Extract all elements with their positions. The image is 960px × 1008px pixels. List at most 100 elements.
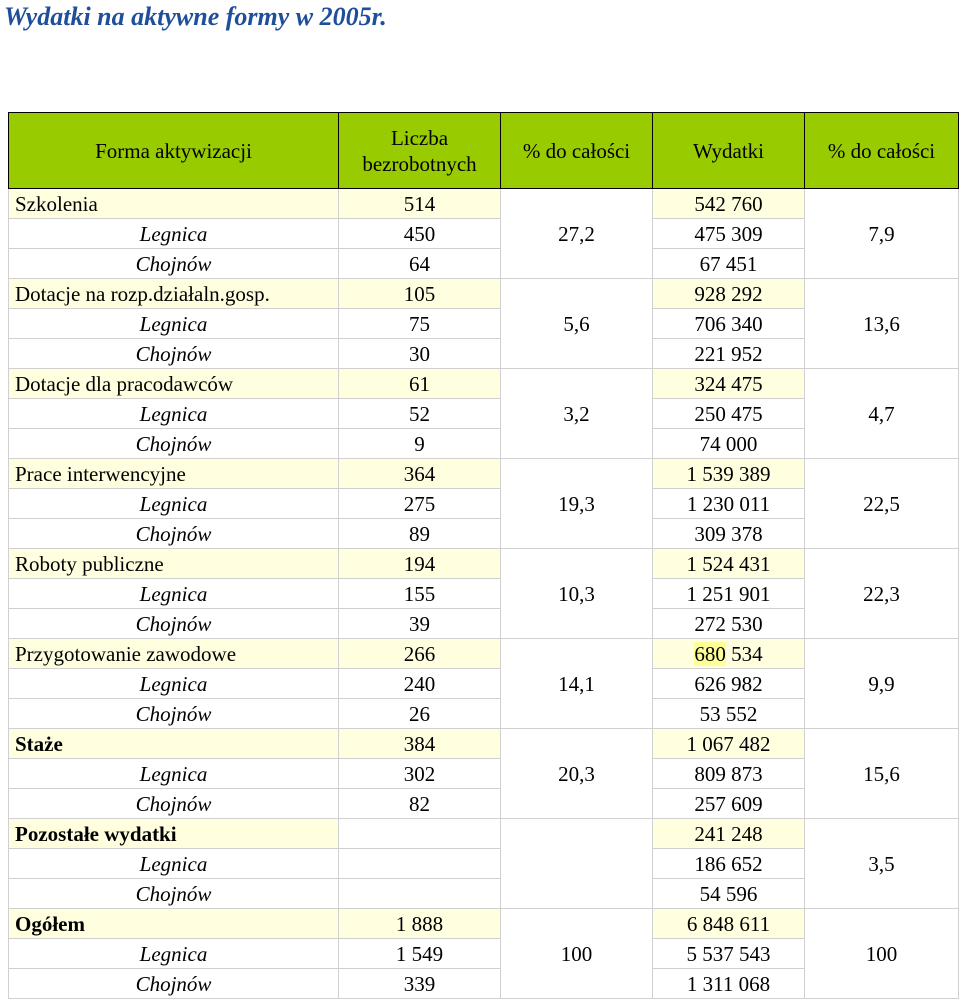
table-row-legnica: Legnica 52 250 475 xyxy=(8,398,959,429)
legnica-wydatki: 1 251 901 xyxy=(652,578,805,609)
legnica-label: Legnica xyxy=(8,308,339,339)
table-row-legnica: Legnica 155 1 251 901 xyxy=(8,578,959,609)
pct-liczba: 19,3 xyxy=(500,458,653,549)
liczba-total: 514 xyxy=(338,188,501,219)
legnica-label: Legnica xyxy=(8,578,339,609)
pct-liczba: 100 xyxy=(500,908,653,999)
group-name: Dotacje dla pracodawców xyxy=(8,368,339,399)
wydatki-total: 680 534 xyxy=(652,638,805,669)
table-row-chojnow: Chojnów 89 309 378 xyxy=(8,518,959,549)
chojnow-liczba: 339 xyxy=(338,968,501,999)
pct-wydatki: 3,5 xyxy=(804,818,959,909)
pct-wydatki: 100 xyxy=(804,908,959,999)
chojnow-liczba: 26 xyxy=(338,698,501,729)
table-row-legnica: Legnica 240 626 982 xyxy=(8,668,959,699)
liczba-total: 105 xyxy=(338,278,501,309)
table-row-group: Przygotowanie zawodowe 266 14,1 680 534 9,9 xyxy=(8,638,959,729)
legnica-liczba: 275 xyxy=(338,488,501,519)
legnica-wydatki: 706 340 xyxy=(652,308,805,339)
chojnow-liczba xyxy=(338,878,501,909)
liczba-total: 266 xyxy=(338,638,501,669)
wydatki-total: 241 248 xyxy=(652,818,805,849)
chojnow-label: Chojnów xyxy=(8,338,339,369)
legnica-wydatki: 250 475 xyxy=(652,398,805,429)
wydatki-total: 1 539 389 xyxy=(652,458,805,489)
group-name: Szkolenia xyxy=(8,188,339,219)
legnica-label: Legnica xyxy=(8,668,339,699)
chojnow-wydatki: 257 609 xyxy=(652,788,805,819)
chojnow-label: Chojnów xyxy=(8,428,339,459)
header-liczba: Liczba bezrobotnych xyxy=(338,112,501,189)
pct-wydatki: 9,9 xyxy=(804,638,959,729)
chojnow-wydatki: 221 952 xyxy=(652,338,805,369)
header-wydatki: Wydatki xyxy=(652,112,805,189)
table-row-legnica: Legnica 186 652 xyxy=(8,848,959,879)
header-pct-wydatki: % do całości xyxy=(804,112,959,189)
table-row-legnica: Legnica 275 1 230 011 xyxy=(8,488,959,519)
liczba-total: 384 xyxy=(338,728,501,759)
chojnow-wydatki: 54 596 xyxy=(652,878,805,909)
table-row-chojnow: Chojnów 39 272 530 xyxy=(8,608,959,639)
pct-liczba: 20,3 xyxy=(500,728,653,819)
table-row-chojnow: Chojnów 26 53 552 xyxy=(8,698,959,729)
chojnow-label: Chojnów xyxy=(8,518,339,549)
wydatki-total: 542 760 xyxy=(652,188,805,219)
page-title: Wydatki na aktywne formy w 2005r. xyxy=(4,2,387,31)
table-row-legnica: Legnica 302 809 873 xyxy=(8,758,959,789)
pct-liczba xyxy=(500,818,653,909)
pct-liczba: 27,2 xyxy=(500,188,653,279)
liczba-total xyxy=(338,818,501,849)
legnica-wydatki: 475 309 xyxy=(652,218,805,249)
legnica-label: Legnica xyxy=(8,488,339,519)
liczba-total: 194 xyxy=(338,548,501,579)
table-row-group: Prace interwencyjne 364 19,3 1 539 389 22,5 xyxy=(8,458,959,549)
header-row: Forma aktywizacji Liczba bezrobotnych % d… xyxy=(8,112,959,189)
pct-liczba: 10,3 xyxy=(500,548,653,639)
header-forma: Forma aktywizacji xyxy=(8,112,339,189)
table-row-chojnow: Chojnów 339 1 311 068 xyxy=(8,968,959,999)
legnica-liczba: 450 xyxy=(338,218,501,249)
chojnow-liczba: 64 xyxy=(338,248,501,279)
expenditure-table: Forma aktywizacji Liczba bezrobotnych % d… xyxy=(8,112,959,999)
pct-wydatki: 15,6 xyxy=(804,728,959,819)
table-row-chojnow: Chojnów 9 74 000 xyxy=(8,428,959,459)
table-row-chojnow: Chojnów 82 257 609 xyxy=(8,788,959,819)
legnica-wydatki: 5 537 543 xyxy=(652,938,805,969)
chojnow-wydatki: 272 530 xyxy=(652,608,805,639)
wydatki-total-highlight: 680 xyxy=(694,641,726,666)
group-name: Dotacje na rozp.działaln.gosp. xyxy=(8,278,339,309)
wydatki-total: 324 475 xyxy=(652,368,805,399)
group-name: Przygotowanie zawodowe xyxy=(8,638,339,669)
table-row-chojnow: Chojnów 30 221 952 xyxy=(8,338,959,369)
pct-wydatki: 4,7 xyxy=(804,368,959,459)
table-row-legnica: Legnica 75 706 340 xyxy=(8,308,959,339)
group-name: Staże xyxy=(8,728,339,759)
legnica-liczba: 1 549 xyxy=(338,938,501,969)
pct-liczba: 3,2 xyxy=(500,368,653,459)
chojnow-liczba: 82 xyxy=(338,788,501,819)
legnica-wydatki: 186 652 xyxy=(652,848,805,879)
chojnow-label: Chojnów xyxy=(8,788,339,819)
table-row-group: Staże 384 20,3 1 067 482 15,6 xyxy=(8,728,959,819)
chojnow-wydatki: 53 552 xyxy=(652,698,805,729)
table-row-group: Dotacje na rozp.działaln.gosp. 105 5,6 928 … xyxy=(8,278,959,369)
wydatki-total: 6 848 611 xyxy=(652,908,805,939)
pct-wydatki: 22,5 xyxy=(804,458,959,549)
header-pct-liczba: % do całości xyxy=(500,112,653,189)
chojnow-liczba: 39 xyxy=(338,608,501,639)
chojnow-wydatki: 74 000 xyxy=(652,428,805,459)
header-liczba-line1: Liczba xyxy=(390,125,449,150)
chojnow-liczba: 30 xyxy=(338,338,501,369)
table-row-group: Szkolenia 514 27,2 542 760 7,9 xyxy=(8,188,959,279)
legnica-label: Legnica xyxy=(8,218,339,249)
legnica-liczba: 75 xyxy=(338,308,501,339)
chojnow-wydatki: 1 311 068 xyxy=(652,968,805,999)
table-row-group: Ogółem 1 888 100 6 848 611 100 xyxy=(8,908,959,999)
legnica-wydatki: 809 873 xyxy=(652,758,805,789)
header-liczba-line2: bezrobotnych xyxy=(362,151,477,176)
legnica-liczba: 240 xyxy=(338,668,501,699)
chojnow-wydatki: 67 451 xyxy=(652,248,805,279)
pct-liczba: 14,1 xyxy=(500,638,653,729)
wydatki-total: 928 292 xyxy=(652,278,805,309)
pct-wydatki: 7,9 xyxy=(804,188,959,279)
